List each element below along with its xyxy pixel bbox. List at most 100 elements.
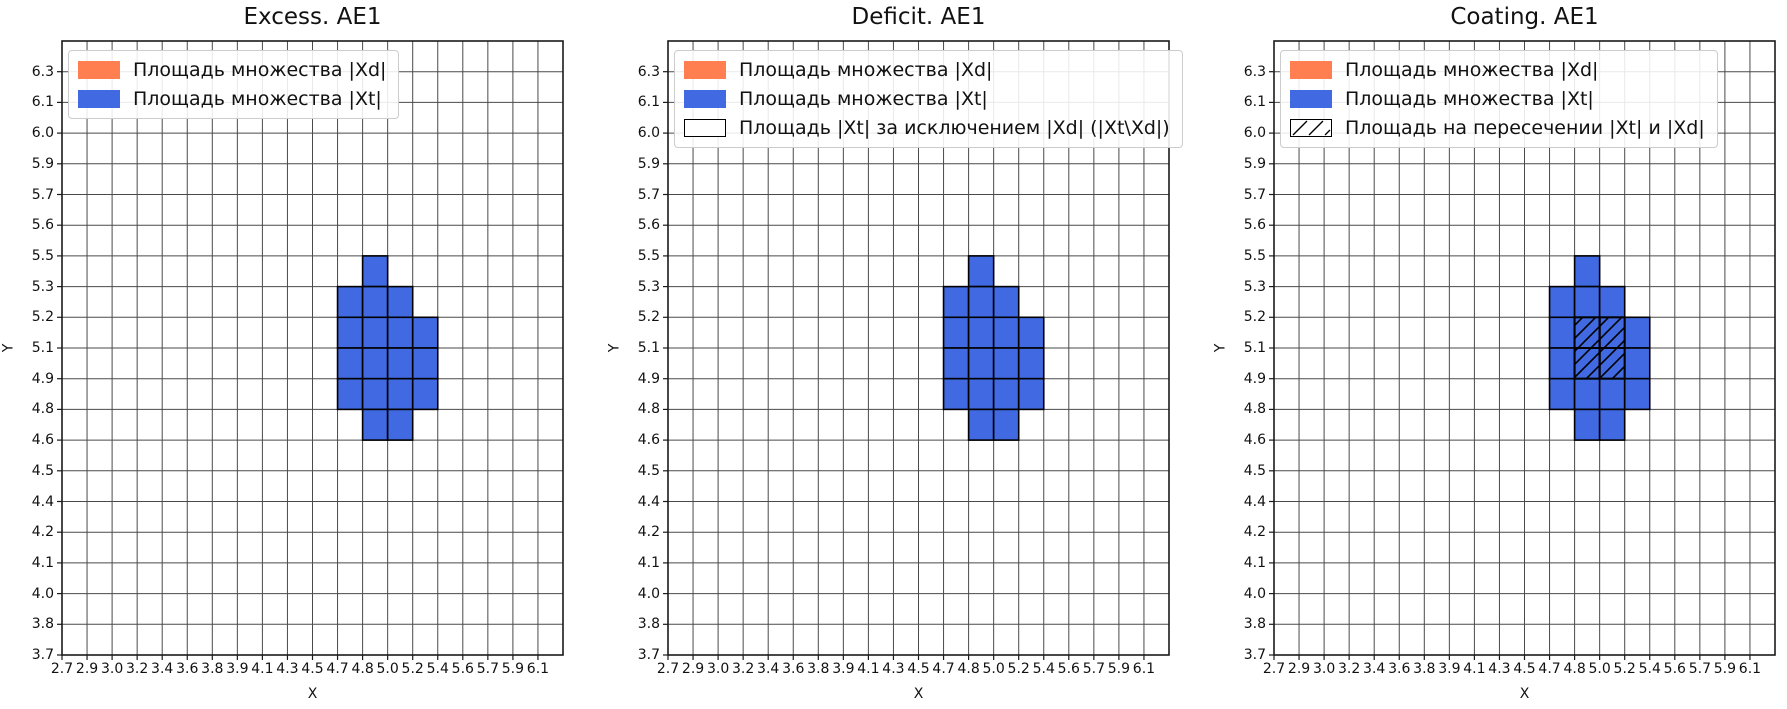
y-tick-label: 5.1	[1243, 340, 1266, 356]
y-tick-label: 3.7	[1243, 647, 1266, 663]
x-tick-label: 3.6	[176, 661, 199, 677]
subplot-excess: Excess. AE1 X Y Площадь множества |Xd| Пл…	[0, 4, 564, 702]
subplot-deficit: Deficit. AE1 X Y Площадь множества |Xd| П…	[606, 4, 1183, 702]
x-tick-label: 5.6	[451, 661, 474, 677]
xt-cell	[967, 408, 995, 441]
legend-label: Площадь множества |Xt|	[739, 88, 988, 110]
x-tick-label: 3.8	[807, 661, 830, 677]
legend-swatch-solid	[684, 61, 726, 79]
xt-cell	[1017, 347, 1045, 380]
xt-cell	[336, 347, 364, 380]
xt-cell	[361, 255, 389, 288]
legend: Площадь множества |Xd| Площадь множества …	[68, 50, 400, 119]
x-tick-label: 4.1	[1463, 661, 1486, 677]
x-tick-label: 5.0	[982, 661, 1005, 677]
y-tick-label: 5.9	[637, 155, 660, 172]
legend-entry: Площадь множества |Xt|	[684, 87, 1170, 111]
xt-cell	[967, 347, 995, 380]
y-tick-label: 5.5	[637, 247, 660, 264]
intersection-cells	[1573, 316, 1626, 380]
x-tick-label: 5.6	[1057, 661, 1080, 677]
xt-cell	[992, 408, 1020, 441]
legend-entry: Площадь |Xt| за исключением |Xd| (|Xt\Xd…	[684, 116, 1170, 140]
y-tick-label: 5.5	[1243, 247, 1266, 264]
xt-cell	[1548, 285, 1576, 319]
y-tick-label: 5.5	[31, 247, 54, 264]
subplot-coating: Coating. AE1 X Y Площадь множества |Xd| П…	[1212, 4, 1776, 702]
y-tick-label: 5.3	[31, 278, 54, 295]
plot-title: Deficit. AE1	[851, 4, 986, 30]
y-tick-label: 3.8	[31, 616, 54, 633]
x-tick-label: 2.7	[50, 661, 74, 677]
legend-label: Площадь множества |Xd|	[739, 59, 993, 81]
xt-cell	[1573, 255, 1601, 288]
x-tick-label: 5.7	[1082, 661, 1105, 677]
y-tick-label: 5.2	[31, 309, 54, 326]
y-tick-label: 4.8	[1243, 401, 1266, 418]
y-tick-label: 5.7	[1243, 186, 1266, 203]
x-tick-label: 4.5	[301, 661, 324, 677]
x-tick-label: 3.2	[1338, 661, 1361, 677]
xt-cell	[942, 316, 970, 349]
xt-cell	[1573, 377, 1601, 411]
xt-cell	[1598, 285, 1626, 319]
y-tick-label: 4.9	[1243, 370, 1266, 387]
xt-cell	[1573, 285, 1601, 319]
x-tick-label: 5.2	[401, 661, 424, 677]
intersection-cell	[1598, 316, 1626, 349]
x-tick-label: 5.9	[501, 661, 525, 677]
legend-label: Площадь множества |Xt|	[133, 88, 382, 110]
x-tick-label: 5.9	[1107, 661, 1131, 677]
y-tick-label: 4.2	[31, 524, 54, 541]
xt-cell	[1548, 377, 1576, 411]
legend-label: Площадь на пересечении |Xt| и |Xd|	[1345, 117, 1705, 139]
xt-cell	[386, 285, 414, 319]
legend-entry: Площадь множества |Xt|	[1290, 87, 1705, 111]
y-tick-label: 5.2	[637, 309, 660, 326]
y-tick-label: 5.1	[637, 340, 660, 356]
legend-entry: Площадь на пересечении |Xt| и |Xd|	[1290, 116, 1705, 140]
xt-cell	[942, 285, 970, 319]
x-tick-label: 5.7	[1688, 661, 1711, 677]
y-tick-label: 4.8	[31, 401, 54, 418]
legend-swatch-solid	[1290, 90, 1332, 108]
y-tick-label: 6.1	[31, 94, 54, 111]
y-tick-label: 4.0	[1243, 585, 1266, 602]
xt-cells	[942, 255, 1045, 441]
xt-cell	[411, 377, 439, 411]
y-tick-label: 4.8	[637, 401, 660, 418]
xt-cell	[967, 377, 995, 411]
x-tick-label: 3.2	[732, 661, 755, 677]
y-tick-label: 4.5	[637, 462, 660, 479]
legend: Площадь множества |Xd| Площадь множества …	[674, 50, 1183, 148]
legend-label: Площадь множества |Xd|	[1345, 59, 1599, 81]
tick-marks	[1269, 71, 1751, 660]
xt-cell	[967, 285, 995, 319]
legend-entry: Площадь множества |Xd|	[684, 58, 1170, 82]
y-tick-label: 4.6	[637, 432, 660, 449]
plot-title: Coating. AE1	[1450, 4, 1599, 30]
xt-cell	[1623, 347, 1651, 380]
legend-swatch-solid	[1290, 61, 1332, 79]
y-tick-label: 4.2	[637, 524, 660, 541]
xt-cell	[942, 377, 970, 411]
x-tick-label: 3.9	[832, 661, 855, 677]
xt-cell	[361, 377, 389, 411]
x-tick-label: 4.3	[882, 661, 905, 677]
xt-cell	[992, 316, 1020, 349]
tick-marks	[57, 71, 539, 660]
x-tick-label: 3.8	[1413, 661, 1436, 677]
x-tick-label: 4.3	[276, 661, 299, 677]
x-tick-label: 5.4	[1032, 661, 1055, 677]
x-tick-label: 3.0	[1312, 661, 1336, 677]
y-tick-label: 6.3	[1243, 63, 1266, 80]
y-tick-label: 6.1	[637, 94, 660, 111]
x-tick-label: 2.7	[656, 661, 680, 677]
xt-cell	[942, 347, 970, 380]
legend-swatch-solid	[684, 90, 726, 108]
y-tick-label: 4.4	[637, 493, 660, 510]
xt-cell	[1017, 316, 1045, 349]
legend-swatch-solid	[78, 61, 120, 79]
y-tick-label: 5.3	[637, 278, 660, 295]
xt-cell	[386, 377, 414, 411]
